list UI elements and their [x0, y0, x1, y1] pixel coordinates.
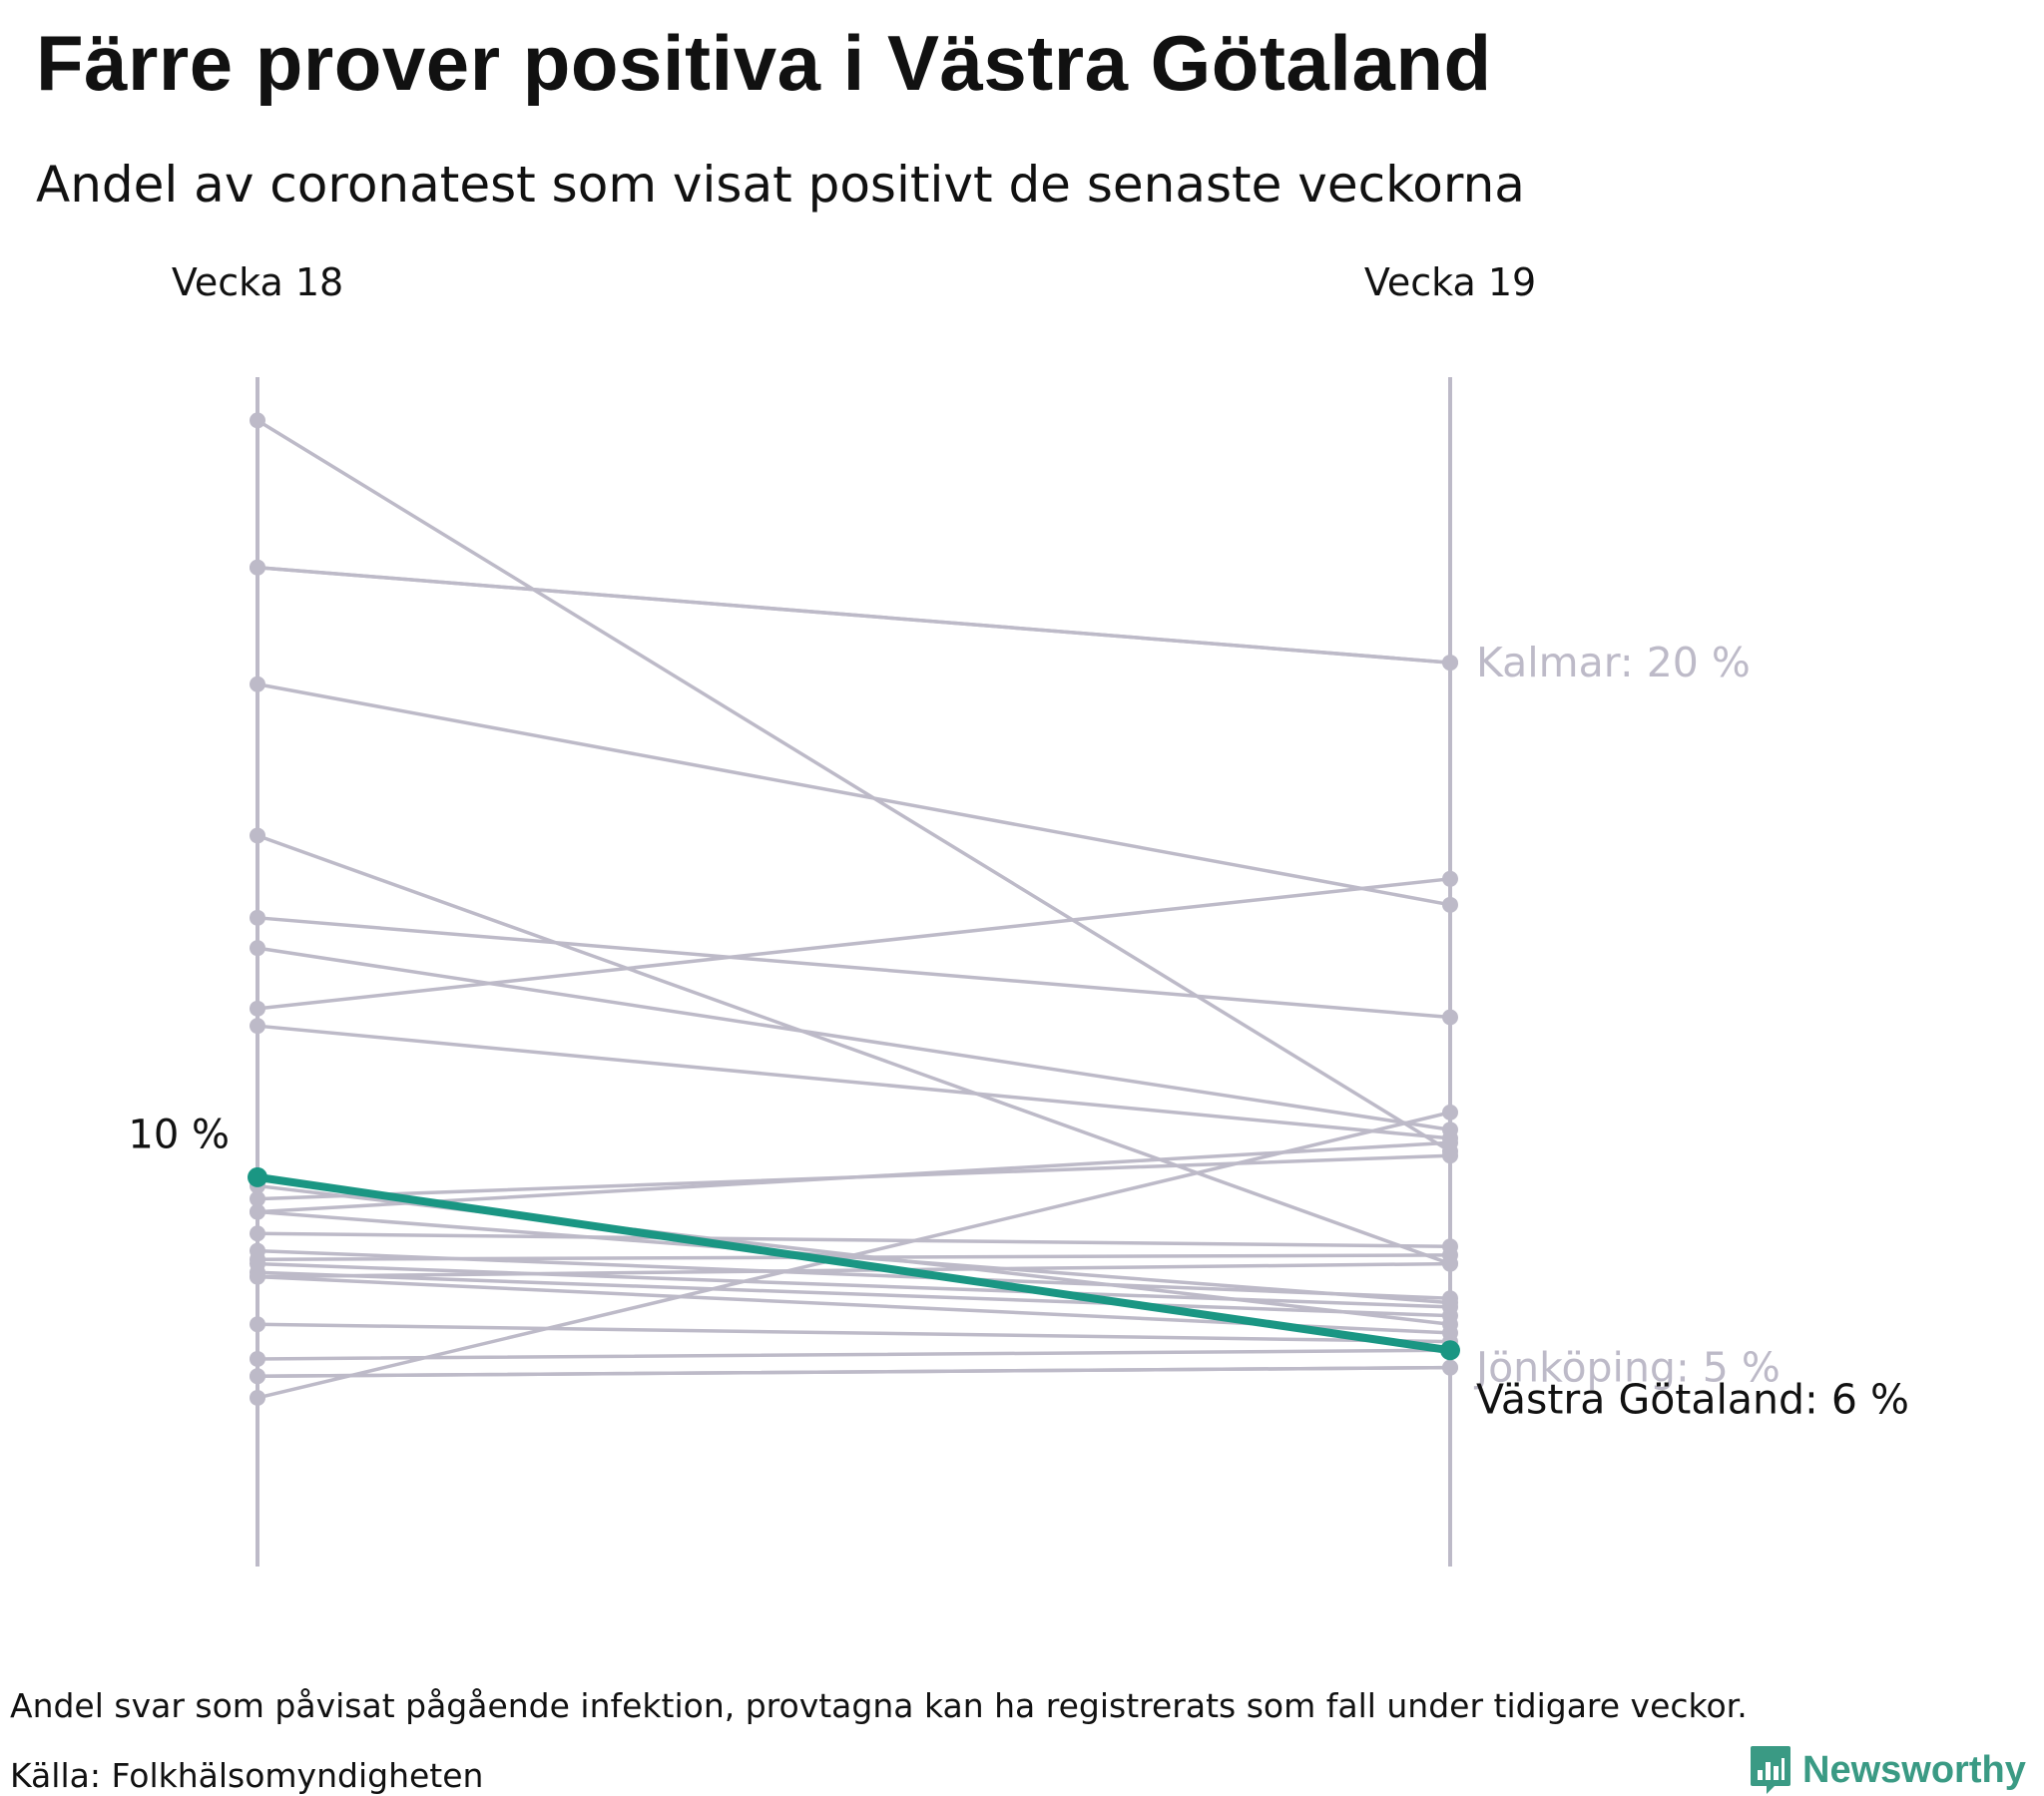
series-lines-group [248, 412, 1460, 1406]
data-point-series-4-w1 [250, 827, 265, 844]
series-line-v-stra-g-taland [254, 1172, 1454, 1355]
data-point-series-16-w1 [250, 1268, 265, 1285]
series-line-series-11 [256, 1231, 1452, 1248]
series-line-series-1 [256, 418, 1452, 1153]
data-point-series-11-w1 [250, 1225, 265, 1242]
data-point-series-22-w2 [1442, 1316, 1458, 1333]
series-line-series-7 [256, 877, 1452, 1011]
week-header-2: Vecka 19 [1364, 260, 1536, 304]
brand-logo[interactable]: Newsworthy [1749, 1744, 2026, 1796]
data-point-series-23-w2 [1442, 1298, 1458, 1315]
data-point-series-7-w1 [250, 1000, 265, 1017]
data-point-series-3-w1 [250, 675, 265, 692]
data-point-j-nk-ping-w1 [250, 1368, 265, 1385]
data-point-v-stra-g-taland-w1 [248, 1166, 267, 1187]
data-point-series-6-w1 [250, 940, 265, 957]
data-point-series-7-w2 [1442, 870, 1458, 887]
data-point-series-5-w1 [250, 909, 265, 926]
data-point-kalmar-w2 [1442, 655, 1458, 672]
data-point-series-5-w2 [1442, 1009, 1458, 1026]
data-point-series-21-w2 [1442, 1134, 1458, 1151]
data-point-series-9-w2 [1442, 1147, 1458, 1164]
data-point-series-17-w1 [250, 1316, 265, 1333]
brand-name: Newsworthy [1802, 1748, 2026, 1791]
data-point-v-stra-g-taland-w2 [1440, 1340, 1460, 1361]
chart-title: Färre prover positiva i Västra Götaland [36, 19, 1492, 107]
data-point-series-23-w1 [250, 1255, 265, 1272]
data-point-j-nk-ping-w2 [1442, 1359, 1458, 1376]
newsworthy-logo-icon [1751, 1746, 1790, 1794]
series-label-j-nk-ping: Jönköping: 5 % [1473, 1344, 1781, 1392]
series-line-kalmar [256, 565, 1452, 665]
series-line-series-21 [256, 1140, 1452, 1214]
series-line-series-3 [256, 682, 1452, 907]
y-reference-label: 10 % [128, 1113, 230, 1158]
data-point-series-15-w2 [1442, 1255, 1458, 1272]
data-point-series-18-w1 [250, 1350, 265, 1367]
series-line-series-15 [256, 1261, 1452, 1279]
footnote: Andel svar som påvisat pågående infektio… [10, 1686, 1748, 1725]
data-point-series-9-w1 [250, 1190, 265, 1207]
data-point-series-3-w2 [1442, 896, 1458, 913]
data-point-series-20-w2 [1442, 1104, 1458, 1121]
data-point-series-21-w1 [250, 1203, 265, 1220]
data-point-series-20-w1 [250, 1389, 265, 1406]
chart-subtitle: Andel av coronatest som visat positivt d… [36, 156, 1525, 214]
source-note: Källa: Folkhälsomyndigheten [10, 1756, 484, 1795]
labels-group: 10 % Kalmar: 20 % Jönköping: 5 %Västra Göt… [128, 639, 1909, 1423]
data-point-kalmar-w1 [250, 559, 265, 576]
data-point-series-8-w1 [250, 1018, 265, 1035]
series-label-kalmar: Kalmar: 20 % [1476, 639, 1751, 686]
series-line-series-18 [256, 1348, 1452, 1361]
slope-chart: Vecka 18 Vecka 19 10 % Kalmar: 20 % Jönköpi… [128, 260, 1909, 1567]
week-header-1: Vecka 18 [172, 260, 343, 304]
series-line-series-8 [256, 1024, 1452, 1140]
series-line-series-23 [256, 1261, 1452, 1309]
series-label-v-stra-g-taland: Västra Götaland: 6 % [1476, 1375, 1909, 1423]
series-line-series-13 [256, 1253, 1452, 1261]
series-line-series-17 [256, 1322, 1452, 1344]
series-line-series-14 [256, 1270, 1452, 1318]
data-point-series-1-w1 [250, 412, 265, 429]
series-line-series-6 [256, 946, 1452, 1131]
series-line-series-4 [256, 833, 1452, 1266]
series-line-j-nk-ping [256, 1365, 1452, 1379]
series-line-series-5 [256, 916, 1452, 1020]
